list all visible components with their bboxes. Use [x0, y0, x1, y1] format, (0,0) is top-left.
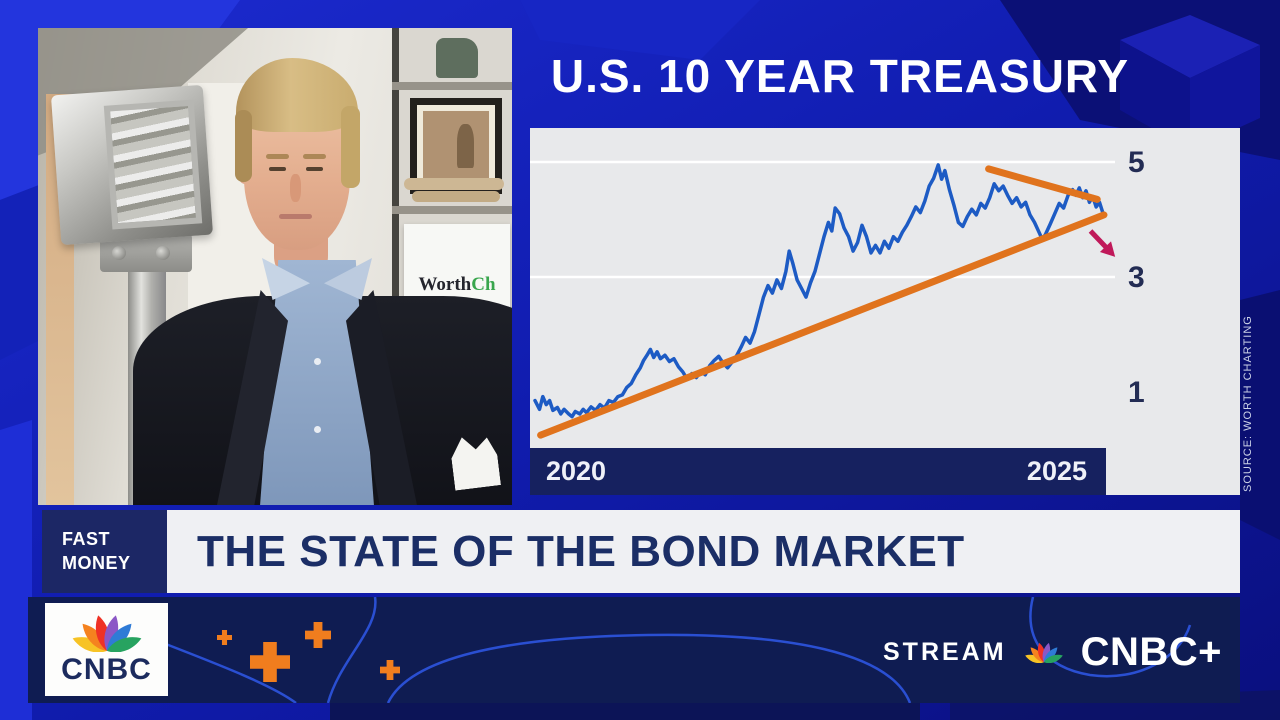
guest-shirt — [260, 260, 374, 505]
y-tick-5: 5 — [1128, 146, 1145, 179]
badge-line2: MONEY — [62, 552, 131, 573]
studio-lamp — [50, 84, 214, 246]
bottom-ticker-bar: STREAM CNBC+ — [28, 597, 1240, 703]
rolled-papers — [404, 178, 504, 190]
support-trendline — [537, 211, 1108, 439]
nbc-peacock-icon — [65, 612, 149, 653]
bottom-edge-band — [330, 703, 920, 720]
nbc-peacock-icon — [1021, 641, 1067, 664]
headline-banner: THE STATE OF THE BOND MARKET — [167, 510, 1240, 593]
show-badge: FAST MONEY — [42, 510, 167, 593]
x-axis-bar — [530, 448, 1106, 495]
y-tick-3: 3 — [1128, 261, 1145, 294]
stream-promo: STREAM CNBC+ — [883, 627, 1222, 677]
stream-label: STREAM — [883, 637, 1007, 666]
yield-line — [533, 163, 1105, 419]
badge-line1: FAST — [62, 529, 111, 550]
y-tick-1: 1 — [1128, 376, 1145, 409]
cnbc-wordmark: CNBC — [61, 653, 152, 687]
cnbc-logo: CNBC — [45, 603, 168, 696]
sign-word-dark: Worth — [418, 274, 472, 295]
shelf-statue — [436, 38, 478, 78]
breakdown-arrowhead — [1099, 241, 1116, 257]
cnbc-plus-wordmark: CNBC+ — [1080, 629, 1222, 674]
treasury-yield-chart: 2020 2025 5 3 1 — [530, 128, 1240, 495]
resistance-trendline — [985, 165, 1101, 203]
sign-word-green: Ch — [471, 274, 496, 295]
guest-hair — [236, 58, 358, 132]
source-attribution: SOURCE: WORTH CHARTING — [1242, 315, 1254, 492]
headline-text: THE STATE OF THE BOND MARKET — [197, 526, 965, 576]
guest-video: WorthCh — [38, 28, 512, 505]
x-tick-2020: 2020 — [546, 456, 606, 486]
chart-title: U.S. 10 YEAR TREASURY — [550, 50, 1130, 102]
x-tick-2025: 2025 — [1027, 456, 1087, 486]
